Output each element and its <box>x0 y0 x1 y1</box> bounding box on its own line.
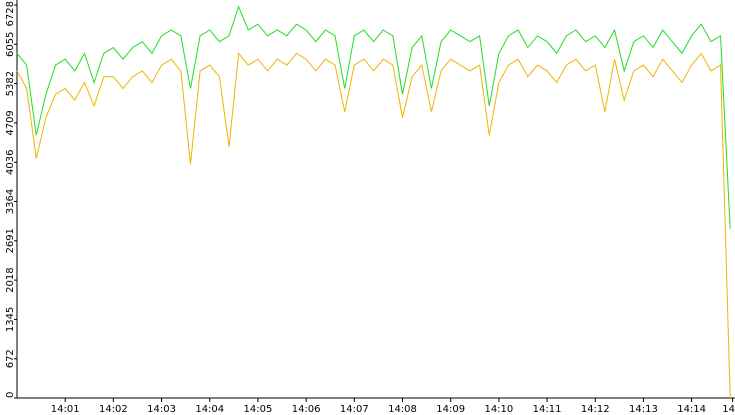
x-tick-label: 14:02 <box>99 404 128 415</box>
y-tick-label: 3364 <box>5 189 16 214</box>
x-tick-label: 14:04 <box>195 404 224 415</box>
x-tick-label: 14:09 <box>436 404 465 415</box>
y-tick-label: 6728 <box>5 1 16 26</box>
x-tick-label: 14:06 <box>292 404 321 415</box>
x-tick-label: 14:01 <box>51 404 80 415</box>
x-tick-label: 14:05 <box>244 404 273 415</box>
line-series <box>16 5 731 229</box>
y-tick-label: 1345 <box>5 307 16 332</box>
x-tick-label: 14:13 <box>629 404 658 415</box>
x-tick-label: 14:12 <box>581 404 610 415</box>
y-tick-label: 6055 <box>5 32 16 57</box>
x-tick-label: 14:14 <box>677 404 706 415</box>
x-tick-label: 14:10 <box>484 404 513 415</box>
y-tick-label: 2691 <box>5 228 16 253</box>
y-tick-label: 5382 <box>5 71 16 96</box>
x-tick-label: 14:07 <box>340 404 369 415</box>
x-tick-label: 14:08 <box>388 404 417 415</box>
y-tick-label: 4709 <box>5 110 16 135</box>
x-tick-label: 14 <box>722 404 735 415</box>
y-tick-label: 672 <box>5 349 16 368</box>
y-tick-label: 0 <box>5 392 16 398</box>
y-tick-label: 2018 <box>5 267 16 292</box>
line-series <box>16 52 731 399</box>
x-tick-label: 14:03 <box>147 404 176 415</box>
x-tick-label: 14:11 <box>533 404 562 415</box>
y-tick-label: 4036 <box>5 150 16 175</box>
